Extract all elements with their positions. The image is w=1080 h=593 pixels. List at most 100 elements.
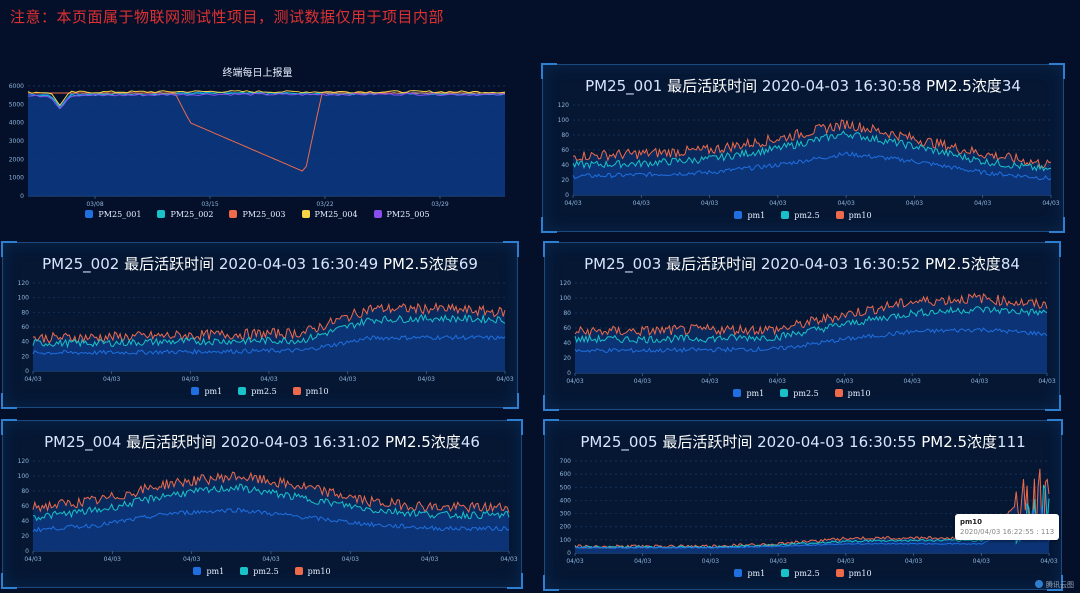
panel-corner [1,573,17,589]
brand-mark: 腾讯云图 [1035,580,1074,590]
series-line-pm1 [32,334,506,356]
panel-metric: PM2.5浓度 [384,433,461,451]
legend-label: PM25_002 [170,210,214,219]
panel-plot: 0 20 40 60 80 100 120 04/03 04/03 04/03 04/03 04/03… [18,280,514,383]
panel-time: 2020-04-03 16:31:02 [220,433,381,451]
x-tick-label: 04/03 [339,376,356,383]
panel-label: 最后活跃时间 [667,77,758,95]
x-tick-label: 03/08 [86,201,103,208]
legend-label: pm1 [206,567,225,576]
panel-corner [1045,241,1061,257]
panel-label: 最后活跃时间 [126,433,217,451]
panel-corner [503,241,519,257]
series-line-pm1 [574,327,1048,354]
series-line-pm10 [574,292,1048,339]
panel-corner [1,419,17,435]
x-tick-label: 04/03 [701,378,718,385]
top-legend-item[interactable]: PM25_002 [157,210,213,219]
panel-time: 2020-04-03 16:30:55 [757,433,917,451]
panel-legend-item[interactable]: pm10 [835,211,872,220]
y-tick-label: 20 [21,533,29,540]
series-line-pm2.5 [32,313,506,349]
panel-value: 111 [997,433,1026,451]
series-line-pm2.5 [572,130,1052,172]
x-tick-label: 04/03 [702,558,719,565]
x-tick-label: 04/03 [906,200,923,207]
legend-label: pm10 [307,567,331,576]
panel-legend-item[interactable]: pm1 [191,387,222,396]
x-tick-label: 04/03 [769,558,786,565]
panel-corner [543,575,559,591]
series-line-PM25_004 [27,90,506,107]
y-tick-label: 0 [20,193,24,200]
daily-report-plot: 0 1000 2000 3000 4000 5000 6000 03/08 03/15 03/22… [9,83,506,208]
top-legend-item[interactable]: PM25_004 [301,210,358,219]
panel-legend-item[interactable]: pm10 [835,569,872,578]
panel-plot: 0 100 200 300 400 500 600 700 04/03 04/03 04/03 04/… [560,458,1058,565]
panel-metric: PM2.5浓度 [382,255,459,273]
series-line-pm10 [32,301,506,344]
y-tick-label: 500 [560,484,572,491]
top-legend-item[interactable]: PM25_005 [373,210,430,219]
legend-swatch [301,210,310,218]
y-tick-label: 4000 [9,120,24,127]
series-line-PM25_003 [28,92,505,172]
legend-swatch [191,387,200,395]
x-tick-label: 04/03 [974,200,991,207]
y-tick-label: 20 [561,177,569,184]
y-tick-label: 120 [18,280,30,287]
series-line-pm1 [32,507,510,533]
panel-legend-item[interactable]: pm1 [733,389,764,398]
panel-legend: pm1 pm2.5 pm10 [545,569,1061,578]
panel-title: PM25_005 最后活跃时间 2020-04-03 16:30:55 PM2.… [545,431,1061,452]
panel-device: PM25_005 [580,433,658,451]
y-tick-label: 700 [560,458,572,465]
legend-label: pm2.5 [794,569,820,578]
panel-legend-item[interactable]: pm10 [834,389,871,398]
x-tick-label: 03/22 [316,201,333,208]
panel-metric: PM2.5浓度 [924,255,1001,273]
x-tick-label: 04/03 [903,378,920,385]
panel-legend-item[interactable]: pm2.5 [781,211,820,220]
legend-swatch [157,210,166,218]
panel-legend-item[interactable]: pm2.5 [238,387,277,396]
panel-legend-item[interactable]: pm10 [292,387,329,396]
x-tick-label: 04/03 [500,556,517,563]
panel-legend-item[interactable]: pm10 [294,567,331,576]
series-area [28,91,505,196]
y-tick-label: 20 [563,355,571,362]
panel-plot: 0 20 40 60 80 100 120 04/03 04/03 04/03 04/03 04/03… [558,102,1060,207]
panel-legend-item[interactable]: pm1 [193,567,224,576]
y-tick-label: 120 [558,102,570,109]
panel-corner [1049,217,1065,233]
panel-legend-item[interactable]: pm1 [734,211,765,220]
daily-report-chart: 终端每日上报量 0 1000 2000 3000 4000 5000 6000 03/08 03… [0,60,515,230]
panel-device: PM25_001 [585,77,663,95]
top-legend-item[interactable]: PM25_003 [229,210,286,219]
x-tick-label: 04/03 [633,200,650,207]
pm25-area [33,314,505,371]
legend-swatch [781,211,790,219]
panel-legend-item[interactable]: pm2.5 [781,569,820,578]
panel-pm25-001: PM25_001 最后活跃时间 2020-04-03 16:30:58 PM2.… [541,63,1065,233]
panel-legend-item[interactable]: pm2.5 [240,567,279,576]
x-tick-label: 04/03 [566,558,583,565]
panel-legend-item[interactable]: pm2.5 [780,389,819,398]
legend-label: pm1 [204,387,223,396]
panel-corner [507,573,523,589]
daily-report-legend: PM25_001 PM25_002 PM25_003 PM25_004 PM25_005 [0,210,515,219]
panel-title: PM25_002 最后活跃时间 2020-04-03 16:30:49 PM2.… [3,253,517,274]
panel-time: 2020-04-03 16:30:49 [218,255,379,273]
top-legend-item[interactable]: PM25_001 [85,210,141,219]
panel-corner [503,393,519,409]
panel-corner [541,217,557,233]
x-tick-label: 04/03 [564,200,581,207]
panel-metric: PM2.5浓度 [921,433,998,451]
panel-legend-item[interactable]: pm1 [734,569,765,578]
panel-value: 46 [460,433,480,451]
x-tick-label: 04/03 [837,558,854,565]
x-tick-label: 04/03 [836,378,853,385]
y-tick-label: 5000 [9,101,24,108]
y-tick-label: 600 [560,471,572,478]
legend-label: PM25_001 [98,210,142,219]
